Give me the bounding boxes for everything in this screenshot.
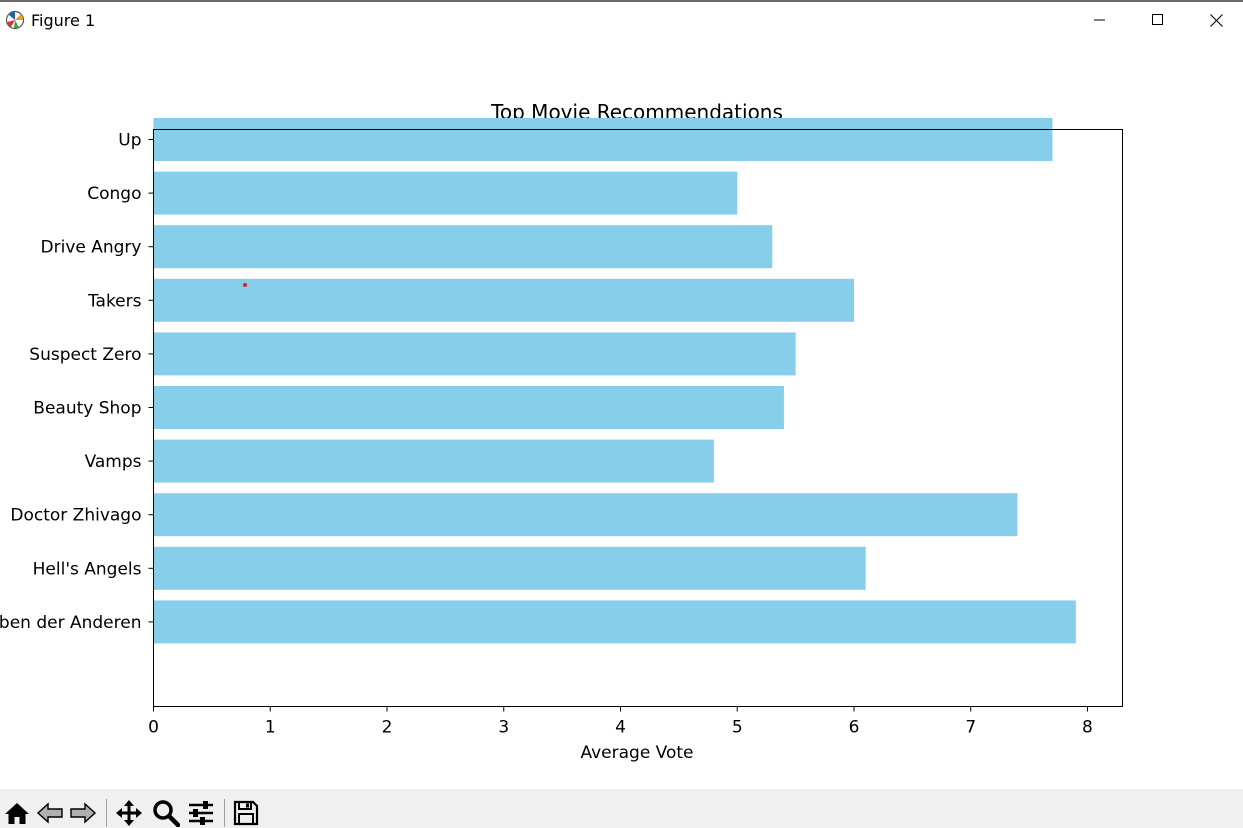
toolbar-separator [224, 799, 225, 827]
configure-subplots-icon [189, 801, 213, 825]
home-button[interactable] [2, 798, 32, 828]
y-tick-label: Drive Angry [41, 238, 142, 258]
x-tick-label: 8 [1082, 718, 1093, 738]
x-tick-label: 6 [849, 718, 860, 738]
back-arrow-icon [36, 802, 63, 824]
navigation-toolbar [0, 789, 1243, 828]
plot-frame [153, 129, 1123, 707]
y-tick-label: Takers [87, 291, 142, 311]
toolbar-separator [106, 799, 107, 827]
bar [153, 171, 738, 215]
y-tick-label: Up [118, 131, 141, 151]
home-icon [5, 803, 29, 824]
zoom-icon [153, 800, 180, 827]
forward-arrow-icon [70, 802, 97, 824]
bar [153, 278, 854, 322]
pan-icon [116, 800, 142, 826]
x-tick-label: 3 [498, 718, 509, 738]
minimize-icon [1094, 19, 1105, 21]
y-tick-label: Beauty Shop [33, 399, 141, 419]
bar [153, 439, 714, 483]
save-icon [233, 800, 259, 826]
x-tick-label: 7 [965, 718, 976, 738]
bar [153, 493, 1018, 537]
close-icon [1209, 13, 1223, 27]
y-tick-label: Congo [87, 184, 141, 204]
x-tick-label: 5 [732, 718, 743, 738]
bar [153, 600, 1076, 644]
bar [153, 386, 784, 429]
y-tick-label: Hell's Angels [33, 559, 142, 579]
x-tick-label: 4 [615, 718, 626, 738]
bar [153, 118, 1053, 161]
close-button[interactable] [1187, 2, 1243, 38]
window-title: Figure 1 [31, 11, 96, 30]
x-tick-label: 2 [382, 718, 393, 738]
x-tick-label: 0 [148, 718, 159, 738]
desktop-strip [0, 0, 1243, 2]
configure-subplots-button[interactable] [186, 798, 216, 828]
y-tick-label: Das Leben der Anderen [0, 613, 142, 633]
figure-canvas[interactable]: Top Movie Recommendations Up Congo Drive A… [0, 38, 1243, 789]
x-tick-label: 1 [265, 718, 276, 738]
y-tick-label: Doctor Zhivago [10, 506, 141, 526]
forward-button[interactable] [68, 798, 98, 828]
title-bar: Figure 1 [0, 2, 1243, 38]
pan-button[interactable] [114, 798, 144, 828]
maximize-button[interactable] [1129, 2, 1187, 38]
bar [153, 546, 866, 590]
matplotlib-icon [5, 10, 25, 30]
y-tick-label: Suspect Zero [29, 345, 141, 365]
bar [153, 225, 773, 269]
y-tick-label: Vamps [85, 452, 142, 472]
minimize-button[interactable] [1071, 2, 1129, 38]
maximize-icon [1152, 14, 1163, 25]
save-button[interactable] [231, 798, 261, 828]
cursor-marker [243, 283, 247, 287]
zoom-button[interactable] [151, 798, 181, 828]
back-button[interactable] [35, 798, 65, 828]
x-axis-label: Average Vote [580, 743, 693, 763]
bar [153, 332, 796, 376]
